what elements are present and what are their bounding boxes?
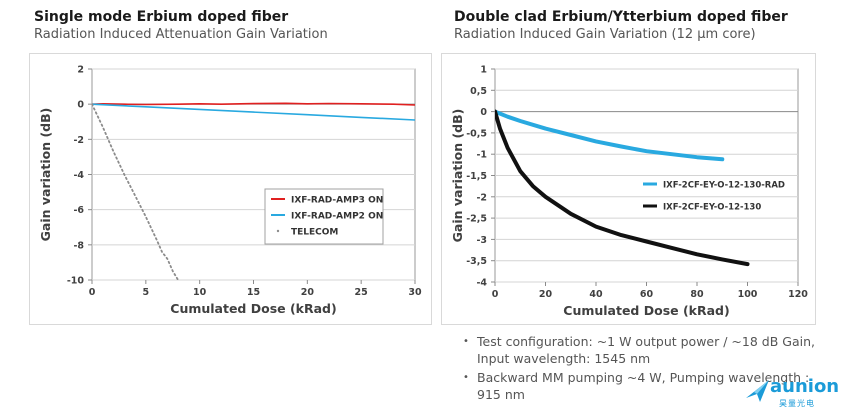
x-axis-label: Cumulated Dose (kRad): [563, 303, 729, 318]
left-panel-title: Single mode Erbium doped fiber: [34, 9, 289, 25]
legend-swatch: [276, 229, 280, 233]
x-axis-label: Cumulated Dose (kRad): [170, 301, 336, 316]
note-test-configuration: Test configuration: ~1 W output power / …: [463, 333, 823, 367]
y-tick-label: -6: [73, 205, 84, 216]
y-axis-label: Gain variation (dB): [450, 109, 465, 243]
x-tick-label: 0: [492, 289, 499, 300]
x-tick-label: 120: [788, 289, 808, 300]
series-ixf-2cf-ey-o-12-130-line: [495, 109, 750, 267]
series-telecom-line: [92, 103, 180, 280]
y-tick-label: -0,5: [466, 128, 487, 139]
y-tick-label: 0,5: [470, 86, 487, 97]
y-tick-label: -3: [476, 235, 487, 246]
x-tick-label: 20: [301, 287, 315, 298]
y-tick-label: 2: [77, 65, 84, 76]
series-ixf-rad-amp2-on-line: [92, 103, 415, 121]
x-tick-label: 60: [640, 289, 654, 300]
y-tick-label: -2: [73, 135, 84, 146]
left-panel-subtitle: Radiation Induced Attenuation Gain Varia…: [34, 27, 328, 42]
y-tick-label: -4: [476, 278, 487, 289]
legend-label: IXF-RAD-AMP3 ON: [291, 196, 383, 206]
y-tick-label: -2: [476, 192, 487, 203]
series-ixf-rad-amp3-on-line: [92, 102, 415, 106]
right-panel-title: Double clad Erbium/Ytterbium doped fiber: [454, 9, 788, 25]
left-chart: 2 0 -2 -4 -6 -8 -10 0 5 10 15 20 25 30 Cumulated Dose …: [29, 53, 432, 325]
y-tick-label: -2,5: [466, 214, 487, 225]
y-tick-label: -1,5: [466, 171, 487, 182]
x-tick-label: 20: [539, 289, 553, 300]
right-chart-svg: 1 0,5 0 -0,5 -1 -1,5 -2 -2,5 -3 -3,5 -4 0 20 40 60 80 10…: [450, 65, 808, 319]
company-logo: aunion 昊量光电: [745, 374, 845, 412]
x-tick-label: 40: [589, 289, 603, 300]
y-axis-label: Gain variation (dB): [38, 108, 53, 242]
right-panel-subtitle: Radiation Induced Gain Variation (12 µm …: [454, 27, 756, 42]
y-tick-label: -8: [73, 240, 84, 251]
note-pumping: Backward MM pumping ~4 W, Pumping wavele…: [463, 369, 823, 403]
logo-plane-icon: [746, 380, 769, 402]
logo-text: aunion: [770, 376, 840, 397]
x-tick-label: 30: [408, 287, 422, 298]
legend-label: IXF-2CF-EY-O-12-130: [663, 203, 761, 213]
legend-label: IXF-RAD-AMP2 ON: [291, 212, 383, 222]
logo-subtext: 昊量光电: [779, 399, 815, 408]
legend-label: TELECOM: [291, 228, 338, 238]
test-notes: Test configuration: ~1 W output power / …: [463, 333, 823, 405]
y-tick-label: -3,5: [466, 256, 487, 267]
y-tick-label: -4: [73, 170, 84, 181]
x-tick-label: 15: [247, 287, 260, 298]
x-tick-label: 80: [690, 289, 704, 300]
legend-label: IXF-2CF-EY-O-12-130-RAD: [663, 181, 785, 191]
y-tick-label: 0: [77, 100, 84, 111]
right-chart: 1 0,5 0 -0,5 -1 -1,5 -2 -2,5 -3 -3,5 -4 0 20 40 60 80 10…: [441, 53, 816, 325]
y-tick-label: -1: [476, 150, 487, 161]
y-tick-label: 0: [480, 107, 487, 118]
series-ixf-2cf-ey-o-12-130-rad-line: [495, 109, 725, 162]
x-tick-label: 100: [738, 289, 758, 300]
y-tick-label: 1: [480, 65, 487, 76]
x-tick-label: 0: [89, 287, 96, 298]
x-tick-label: 10: [193, 287, 207, 298]
x-tick-label: 25: [355, 287, 368, 298]
y-tick-label: -10: [67, 276, 85, 287]
x-tick-label: 5: [143, 287, 150, 298]
